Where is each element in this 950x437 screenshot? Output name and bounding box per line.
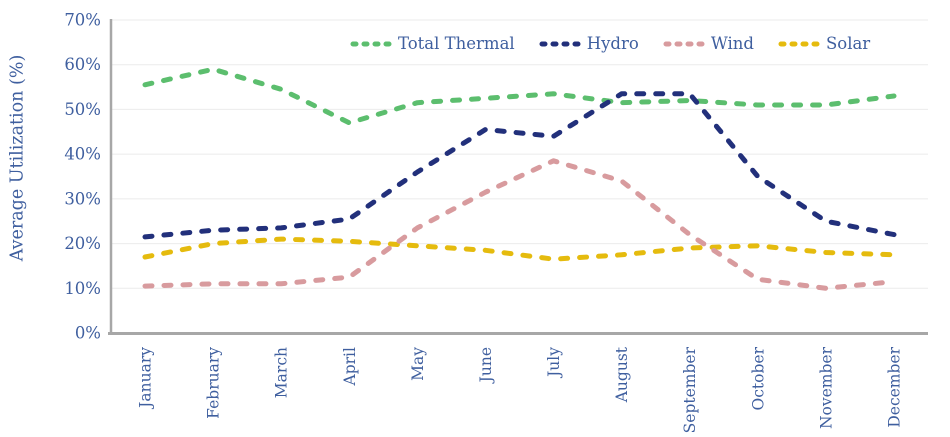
- x-tick-label: September: [681, 346, 699, 433]
- y-tick-label: 30%: [64, 189, 101, 208]
- legend-label: Solar: [825, 34, 871, 53]
- y-tick-label: 40%: [64, 145, 101, 164]
- y-tick-label: 50%: [64, 100, 101, 119]
- y-tick-label: 0%: [75, 324, 101, 343]
- x-tick-label: December: [885, 346, 903, 427]
- legend-item-hydro: Hydro: [539, 34, 639, 53]
- chart-legend: Total Thermal Hydro Wind Solar: [350, 34, 871, 53]
- legend-item-total-thermal: Total Thermal: [350, 34, 515, 53]
- legend-label: Total Thermal: [398, 34, 515, 53]
- legend-dash-icon: [350, 41, 394, 47]
- legend-dash-icon: [778, 41, 822, 47]
- legend-label: Wind: [710, 34, 754, 53]
- x-tick-label: April: [341, 347, 359, 386]
- x-tick-label: January: [137, 347, 155, 410]
- series-line-total-thermal: [142, 66, 897, 126]
- x-tick-label: February: [205, 347, 223, 419]
- y-tick-label: 10%: [64, 279, 101, 298]
- y-tick-label: 60%: [64, 55, 101, 74]
- series-line-wind: [142, 158, 897, 291]
- x-tick-label: July: [545, 347, 563, 379]
- legend-item-wind: Wind: [663, 34, 754, 53]
- y-tick-label: 70%: [64, 11, 101, 30]
- legend-item-solar: Solar: [778, 34, 871, 53]
- x-tick-label: November: [817, 346, 835, 429]
- x-tick-label: May: [409, 347, 427, 381]
- x-tick-label: October: [749, 346, 767, 410]
- series-line-hydro: [142, 91, 897, 240]
- x-tick-label: March: [273, 347, 291, 398]
- legend-dash-icon: [663, 41, 707, 47]
- x-tick-label: June: [477, 347, 495, 384]
- x-tick-label: August: [613, 346, 631, 403]
- legend-dash-icon: [539, 41, 583, 47]
- series-line-solar: [142, 236, 897, 262]
- y-tick-label: 20%: [64, 234, 101, 253]
- legend-label: Hydro: [586, 34, 639, 53]
